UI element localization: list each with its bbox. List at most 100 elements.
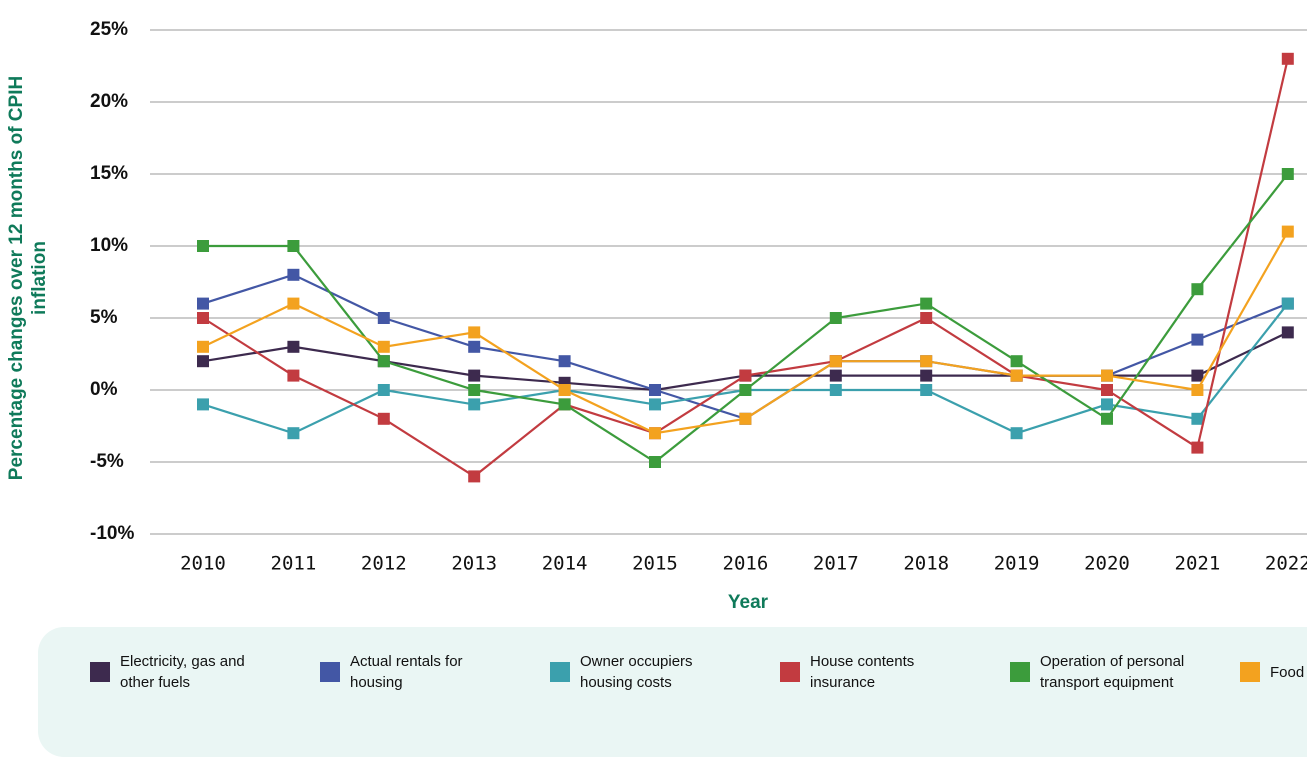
y-tick-label: 10%: [90, 235, 128, 256]
legend-swatch: [320, 662, 340, 682]
x-tick-label: 2017: [813, 553, 859, 575]
y-tick-label: 5%: [90, 307, 118, 328]
x-axis-label: Year: [728, 592, 769, 613]
point-marker: [1281, 326, 1294, 339]
legend-item: Electricity, gas and other fuels: [90, 641, 270, 703]
point-marker: [829, 355, 842, 368]
point-marker: [1191, 412, 1204, 425]
y-tick-label: 15%: [90, 163, 128, 184]
point-marker: [197, 355, 209, 368]
point-marker: [558, 398, 571, 411]
point-marker: [1191, 333, 1204, 346]
point-marker: [287, 240, 300, 252]
legend-swatch: [550, 662, 570, 682]
legend-item: Food: [1240, 641, 1307, 703]
legend-label: House contents insurance: [810, 653, 915, 691]
point-marker: [739, 412, 752, 425]
point-marker: [287, 427, 300, 440]
y-tick-label: -10%: [90, 523, 134, 544]
point-marker: [649, 456, 661, 468]
x-tick-label: 2014: [542, 553, 588, 575]
point-marker: [377, 312, 390, 324]
point-marker: [1101, 384, 1113, 396]
point-marker: [829, 312, 842, 324]
point-marker: [1281, 225, 1294, 238]
y-tick-label: 0%: [90, 379, 118, 400]
point-marker: [920, 297, 933, 310]
point-marker: [920, 312, 933, 324]
point-marker: [377, 340, 390, 353]
x-tick-label: 2022: [1265, 553, 1307, 575]
legend-swatch: [1010, 662, 1030, 682]
legend-label: Food: [1270, 663, 1305, 681]
point-marker: [1191, 384, 1204, 396]
point-marker: [1191, 441, 1204, 454]
legend-item: Operation of personal transport equipmen…: [1010, 641, 1190, 703]
y-tick-label: 20%: [90, 91, 128, 112]
point-marker: [468, 384, 481, 396]
point-marker: [1010, 427, 1023, 440]
y-tick-label: -5%: [90, 451, 124, 472]
point-marker: [829, 384, 842, 396]
point-marker: [197, 398, 209, 411]
legend-label: Operation of personal transport equipmen…: [1040, 653, 1185, 691]
legend-item: Actual rentals for housing: [320, 641, 500, 703]
point-marker: [287, 268, 300, 281]
page: Year -10% -5% 0% 5% 10% 15% 20% 25% 2010 2011 2012…: [6, 19, 1307, 757]
point-marker: [739, 369, 752, 382]
point-marker: [739, 384, 752, 396]
y-tick-label: 25%: [90, 19, 128, 40]
point-marker: [377, 355, 390, 368]
series-line: [202, 273, 1289, 421]
y-axis-label: Percentage changes over 12 months of CPI…: [6, 75, 50, 481]
legend-swatch: [1240, 662, 1260, 682]
point-marker: [287, 369, 300, 382]
point-marker: [197, 297, 209, 310]
point-marker: [468, 340, 481, 353]
point-marker: [649, 398, 661, 411]
point-marker: [287, 297, 300, 310]
point-marker: [197, 312, 209, 324]
point-marker: [1010, 369, 1023, 382]
legend-item: Owner occupiers housing costs: [550, 641, 730, 703]
point-marker: [1101, 412, 1113, 425]
point-marker: [468, 326, 481, 339]
point-marker: [1010, 355, 1023, 368]
point-marker: [558, 384, 571, 396]
x-tick-label: 2018: [903, 553, 949, 575]
x-tick-label: 2016: [723, 553, 769, 575]
point-marker: [197, 240, 209, 252]
point-marker: [468, 470, 481, 483]
legend-label: Electricity, gas and other fuels: [120, 653, 245, 691]
point-marker: [1281, 168, 1294, 180]
legend: Electricity, gas and other fuels Actual r…: [38, 627, 1307, 757]
point-marker: [1101, 398, 1113, 411]
point-marker: [377, 412, 390, 425]
series-line: [202, 231, 1289, 435]
point-marker: [920, 384, 933, 396]
x-tick-label: 2021: [1175, 553, 1221, 575]
x-tick-label: 2020: [1084, 553, 1130, 575]
point-marker: [829, 369, 842, 382]
point-marker: [1191, 369, 1204, 382]
point-marker: [468, 398, 481, 411]
point-marker: [1101, 369, 1113, 382]
x-tick-label: 2011: [271, 553, 317, 575]
x-tick-label: 2015: [632, 553, 678, 575]
point-marker: [287, 340, 300, 353]
point-marker: [649, 384, 661, 396]
point-marker: [649, 427, 661, 440]
legend-swatch: [90, 662, 110, 682]
point-marker: [197, 340, 209, 353]
legend-label: Actual rentals for housing: [350, 653, 463, 691]
x-tick-label: 2012: [361, 553, 407, 575]
legend-label: Owner occupiers housing costs: [580, 653, 693, 691]
point-marker: [1191, 283, 1204, 296]
legend-swatch: [780, 662, 800, 682]
point-marker: [1281, 52, 1294, 65]
x-tick-label: 2010: [180, 553, 226, 575]
x-tick-label: 2019: [994, 553, 1040, 575]
legend-item: House contents insurance: [780, 641, 960, 703]
point-marker: [377, 384, 390, 396]
x-tick-label: 2013: [451, 553, 497, 575]
